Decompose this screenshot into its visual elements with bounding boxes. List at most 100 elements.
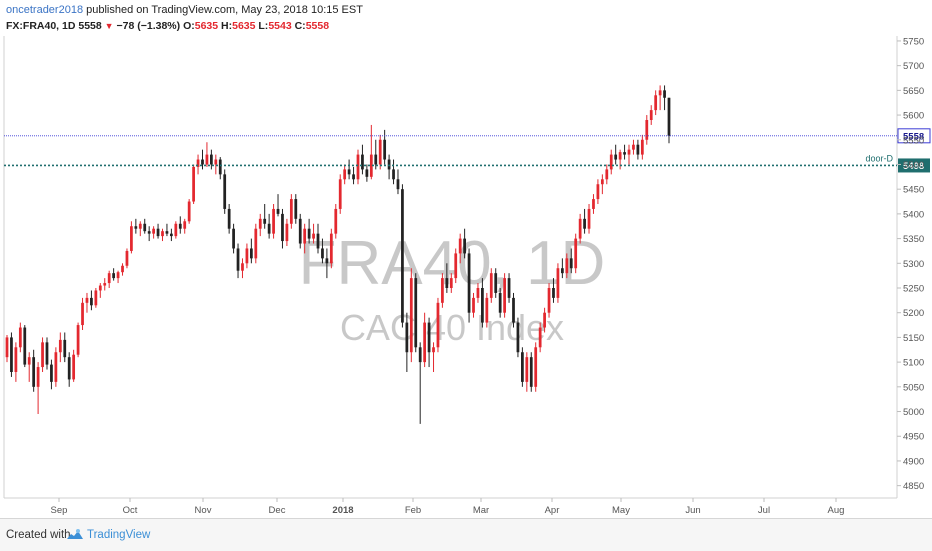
candle-body (427, 322, 431, 353)
candle-body (574, 238, 578, 269)
candle-body (14, 347, 18, 372)
price-axis[interactable]: 4850 4900 4950 5000 5050 5100 5150 5200 5250 5300… (897, 36, 924, 492)
candle-body (401, 189, 404, 323)
candle-body (614, 154, 618, 160)
time-axis[interactable]: Sep Oct Nov Dec 2018 Feb Mar Apr May Jun Jul Aug (51, 498, 845, 516)
tradingview-brand[interactable]: TradingView (87, 529, 151, 541)
price-tick-label: 5350 (903, 234, 924, 245)
candle-body (507, 278, 511, 298)
price-tick-label: 5250 (903, 284, 924, 295)
candle-body (196, 159, 200, 167)
candle-body (392, 169, 395, 180)
candle-body (383, 139, 387, 160)
candle-body (281, 213, 284, 242)
price-tick-label: 5750 (903, 36, 924, 47)
candle-body (432, 347, 435, 353)
candlestick-chart[interactable]: FRA40, 1D CAC 40 Index door-D 5558 5498 48… (0, 36, 932, 516)
candle-body (223, 174, 227, 209)
candle-body (5, 337, 9, 358)
chart-area[interactable]: FRA40, 1D CAC 40 Index door-D 5558 5498 48… (0, 36, 932, 516)
candle-body (294, 199, 298, 219)
candle-body (267, 223, 271, 234)
candle-body (10, 337, 13, 372)
candle-body (649, 110, 653, 120)
candle-body (347, 169, 351, 175)
high-label: H: (221, 20, 233, 32)
candle-body (436, 302, 440, 348)
candle-body (98, 285, 102, 291)
price-tick-label: 5700 (903, 61, 924, 72)
price-tick-label: 4850 (903, 481, 924, 492)
candle-body (596, 184, 600, 200)
low-value: 5543 (268, 20, 292, 32)
candle-body (418, 347, 422, 363)
candle-body (85, 297, 89, 303)
symbol-label: FX:FRA40, (6, 20, 60, 32)
candle-body (107, 273, 111, 284)
price-tick-label: 5050 (903, 382, 924, 393)
price-tick-label: 5550 (903, 135, 924, 146)
candle-body (396, 179, 400, 190)
candle-body (498, 292, 502, 313)
ohlc-line: FX:FRA40, 1D 5558 ▼ −78 (−1.38%) O:5635 … (6, 20, 329, 32)
candle-body (254, 228, 258, 259)
price-tick-label: 5000 (903, 407, 924, 418)
candle-body (454, 253, 458, 279)
candle-body (369, 154, 373, 177)
candle-body (583, 218, 586, 229)
candle-body (467, 253, 471, 313)
candle-body (560, 268, 564, 274)
candle-body (494, 273, 498, 293)
time-tick-label: May (612, 505, 630, 516)
candle-body (609, 154, 613, 170)
candle-body (143, 223, 147, 232)
candle-body (249, 248, 253, 259)
candle-body (41, 342, 44, 368)
candle-body (423, 322, 427, 363)
candle-body (587, 208, 591, 229)
watermark-subtitle: CAC 40 Index (340, 307, 564, 348)
time-tick-label: Jul (758, 505, 770, 516)
candle-body (241, 263, 244, 271)
candle-body (361, 154, 364, 170)
candle-body (605, 169, 609, 180)
candle-body (414, 278, 418, 348)
author-link[interactable]: oncetrader2018 (6, 4, 84, 16)
candle-body (316, 233, 320, 249)
close-value: 5558 (305, 20, 330, 32)
price-tick-label: 5500 (903, 160, 924, 171)
low-label: L: (258, 20, 269, 32)
time-tick-label: Oct (123, 505, 138, 516)
candle-body (178, 223, 182, 229)
tradingview-logo-icon[interactable] (66, 528, 84, 542)
candle-body (463, 238, 467, 254)
candle-body (147, 231, 151, 234)
price-tick-label: 5300 (903, 259, 924, 270)
candle-body (329, 233, 333, 264)
candle-body (201, 159, 204, 165)
candle-body (103, 283, 107, 286)
candle-body (343, 169, 347, 180)
door-level-badge-label: 5498 (903, 161, 924, 172)
candle-body (374, 154, 378, 165)
time-tick-label: Jun (685, 505, 700, 516)
candle-body (58, 339, 62, 353)
plot-frame (3, 36, 898, 499)
candle-body (516, 322, 520, 353)
candle-body (352, 174, 355, 180)
time-tick-label: Apr (545, 505, 560, 516)
candle-body (503, 278, 506, 313)
candle-body (592, 199, 595, 209)
candle-body (36, 367, 40, 387)
candle-body (67, 357, 71, 380)
candle-body (529, 357, 533, 387)
candle-body (458, 238, 462, 254)
candle-body (174, 223, 178, 237)
candle-body (569, 258, 573, 269)
candle-body (489, 273, 493, 298)
high-value: 5635 (232, 20, 256, 32)
levels-layer: door-D 5558 5498 (4, 128, 931, 173)
candle-body (54, 352, 58, 382)
created-with-text: Created with (6, 529, 71, 541)
candle-body (161, 231, 164, 237)
